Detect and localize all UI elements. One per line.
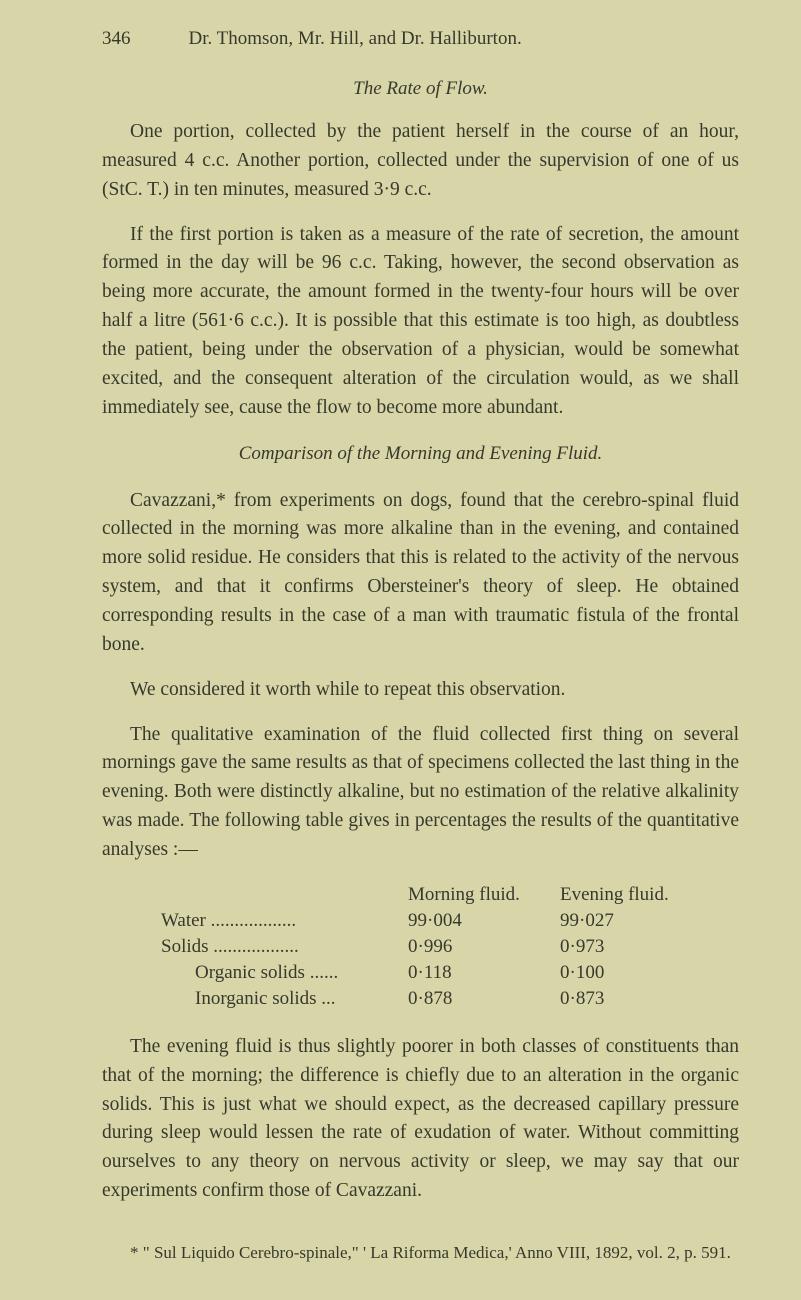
row-label: Solids .................. [161,935,406,959]
table-header-row: Morning fluid. Evening fluid. [161,883,680,907]
row-label: Water .................. [161,909,406,933]
paragraph-4: We considered it worth while to repeat t… [102,676,739,705]
row-label: Inorganic solids ... [161,987,406,1011]
paragraph-1: One portion, collected by the patient he… [102,118,739,205]
table-row: Water .................. 99·004 99·027 [161,909,680,933]
row-evening: 0·873 [560,987,680,1011]
table-header-evening: Evening fluid. [560,883,680,907]
paragraph-6: The evening fluid is thus slightly poore… [102,1033,739,1206]
row-morning: 0·996 [408,935,558,959]
analysis-table: Morning fluid. Evening fluid. Water ....… [159,881,682,1013]
row-evening: 0·100 [560,961,680,985]
row-morning: 99·004 [408,909,558,933]
paragraph-5: The qualitative examination of the fluid… [102,721,739,865]
row-evening: 99·027 [560,909,680,933]
row-morning: 0·878 [408,987,558,1011]
running-head: Dr. Thomson, Mr. Hill, and Dr. Halliburt… [189,28,522,50]
subsection-title: Comparison of the Morning and Evening Fl… [102,443,739,465]
row-label: Organic solids ...... [161,961,406,985]
page-header: 346 Dr. Thomson, Mr. Hill, and Dr. Halli… [102,28,739,50]
table-row: Inorganic solids ... 0·878 0·873 [161,987,680,1011]
section-title: The Rate of Flow. [102,78,739,100]
footnote: * " Sul Liquido Cerebro-spinale," ' La R… [102,1240,739,1266]
table-header-morning: Morning fluid. [408,883,558,907]
table-row: Solids .................. 0·996 0·973 [161,935,680,959]
paragraph-2: If the first portion is taken as a measu… [102,221,739,423]
paragraph-3: Cavazzani,* from experiments on dogs, fo… [102,487,739,660]
table-row: Organic solids ...... 0·118 0·100 [161,961,680,985]
row-evening: 0·973 [560,935,680,959]
page-number: 346 [102,28,131,50]
row-morning: 0·118 [408,961,558,985]
